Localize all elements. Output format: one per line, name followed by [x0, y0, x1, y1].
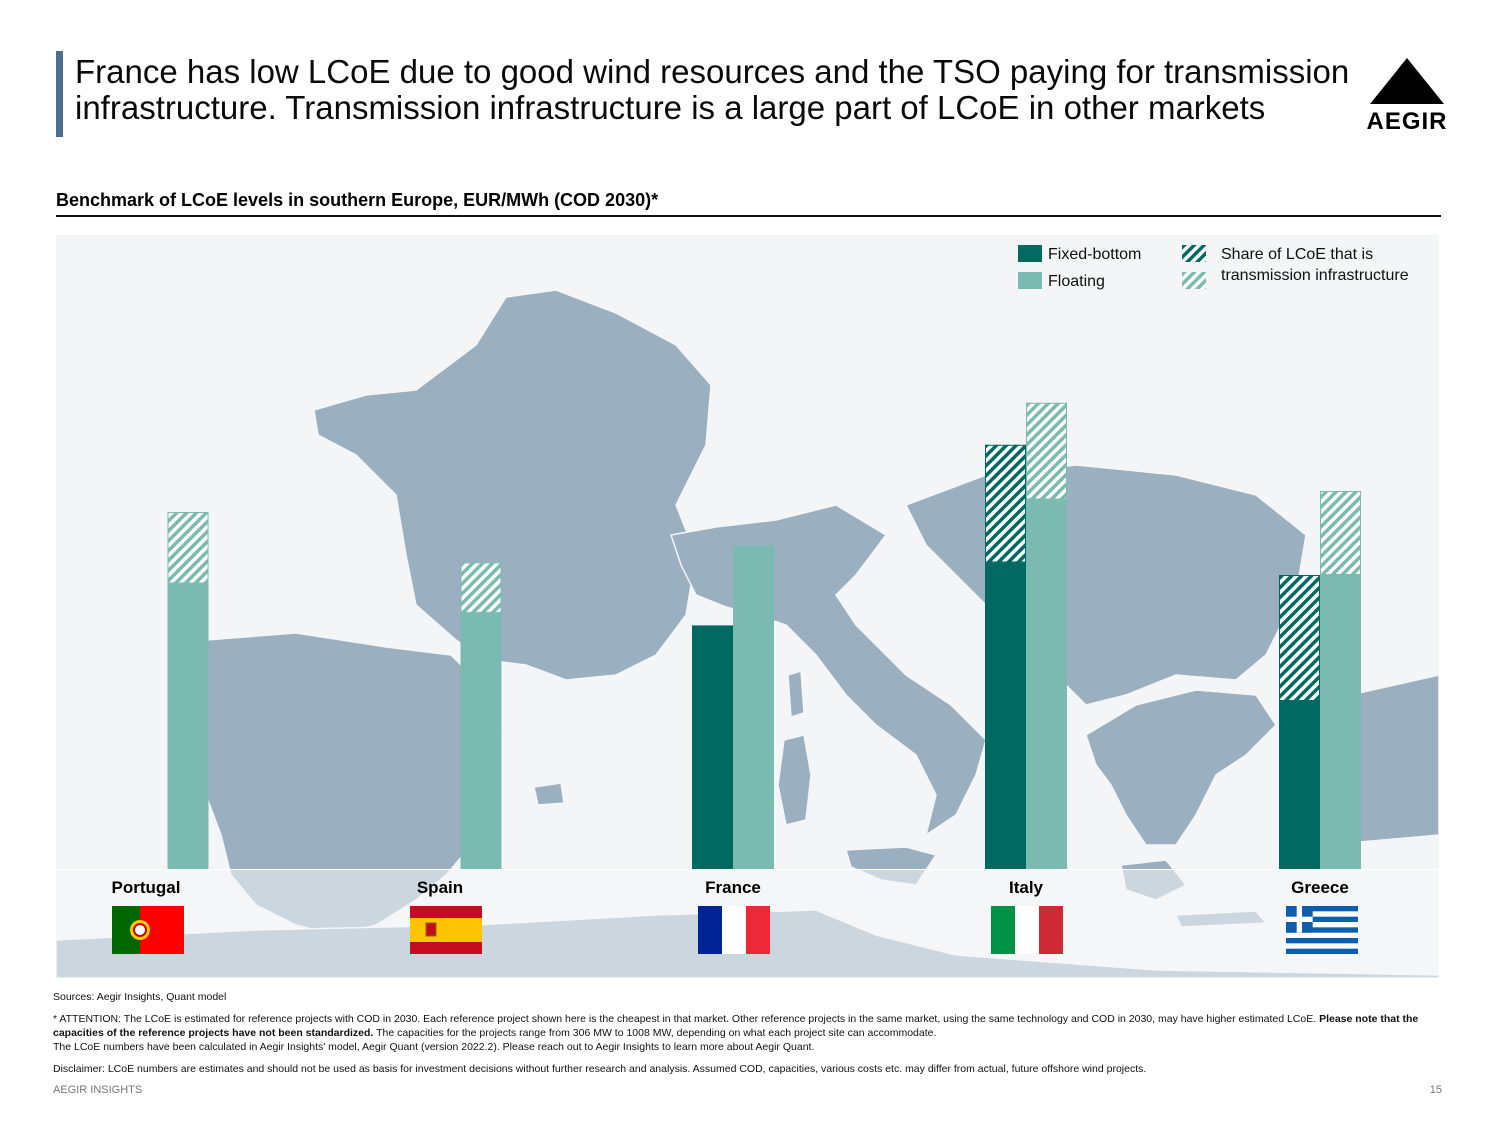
portugal-flag-icon	[112, 906, 184, 954]
bar-fixed-italy-transmission	[985, 444, 1026, 563]
bar-floating-spain-transmission-outline	[460, 562, 502, 613]
legend-transmission-label-2: transmission infrastructure	[1221, 267, 1409, 284]
bar-floating-portugal-transmission	[167, 512, 209, 584]
bar-floating-portugal-transmission-outline	[167, 512, 209, 584]
bar-fixed-greece-transmission	[1279, 575, 1320, 701]
legend-transmission-label-1: Share of LCoE that is	[1221, 246, 1374, 263]
attention-note: * ATTENTION: The LCoE is estimated for r…	[53, 1012, 1438, 1040]
page-number: 15	[1429, 1084, 1442, 1096]
legend-floating-swatch	[1018, 272, 1042, 289]
bar-floating-italy-transmission-outline	[1026, 402, 1067, 500]
category-label-italy: Italy	[1008, 878, 1044, 897]
title-accent-bar	[56, 51, 63, 137]
category-label-france: France	[705, 878, 761, 897]
bar-floating-italy-base	[1026, 499, 1067, 869]
bar-floating-spain-base	[460, 612, 502, 869]
page-title: France has low LCoE due to good wind res…	[75, 53, 1350, 126]
bar-fixed-greece-base	[1279, 701, 1320, 869]
category-label-spain: Spain	[416, 878, 464, 897]
spain-flag-icon	[410, 906, 482, 954]
footer-brand: AEGIR INSIGHTS	[53, 1084, 143, 1096]
category-label-greece: Greece	[1291, 878, 1349, 897]
italy-flag-icon	[991, 906, 1063, 954]
attention-text-b: The capacities for the projects range fr…	[373, 1027, 937, 1039]
category-label-portugal: Portugal	[111, 878, 181, 897]
bar-floating-greece-base	[1320, 575, 1361, 869]
bar-floating-greece-transmission-outline	[1320, 491, 1361, 575]
triangle-icon	[1370, 58, 1444, 104]
legend-floating-label: Floating	[1048, 273, 1105, 290]
bar-plot	[56, 402, 1439, 870]
legend-fixed-swatch	[1018, 245, 1042, 262]
bar-floating-portugal-base	[167, 583, 209, 869]
chart-area: Fixed-bottom Floating Share of LCoE that…	[56, 235, 1439, 978]
bar-floating-greece-transmission	[1320, 491, 1361, 575]
attention-text-a: * ATTENTION: The LCoE is estimated for r…	[53, 1013, 1320, 1025]
france-flag-icon	[698, 906, 770, 954]
subtitle-rule	[56, 215, 1441, 217]
bar-fixed-italy-base	[985, 562, 1026, 869]
sources-note: Sources: Aegir Insights, Quant model	[53, 991, 227, 1003]
bar-floating-france-base	[733, 545, 774, 869]
attention-text-bold: Please note that the capacities of the r…	[53, 1013, 1419, 1039]
legend-hatch-fixed-swatch	[1182, 245, 1206, 262]
legend-fixed-label: Fixed-bottom	[1048, 246, 1142, 263]
bar-floating-spain-transmission	[460, 562, 502, 613]
logo-text: AEGIR	[1366, 108, 1448, 135]
bar-fixed-greece-transmission-outline	[1279, 575, 1320, 701]
bar-fixed-france-base	[692, 625, 733, 869]
greece-flag-icon	[1286, 906, 1358, 954]
disclaimer-note: Disclaimer: LCoE numbers are estimates a…	[53, 1063, 1147, 1075]
bar-floating-italy-transmission	[1026, 402, 1067, 500]
model-note: The LCoE numbers have been calculated in…	[53, 1041, 815, 1053]
bar-fixed-italy-transmission-outline	[985, 444, 1026, 563]
chart-subtitle: Benchmark of LCoE levels in southern Eur…	[56, 190, 659, 210]
legend-hatch-float-swatch	[1182, 272, 1206, 289]
